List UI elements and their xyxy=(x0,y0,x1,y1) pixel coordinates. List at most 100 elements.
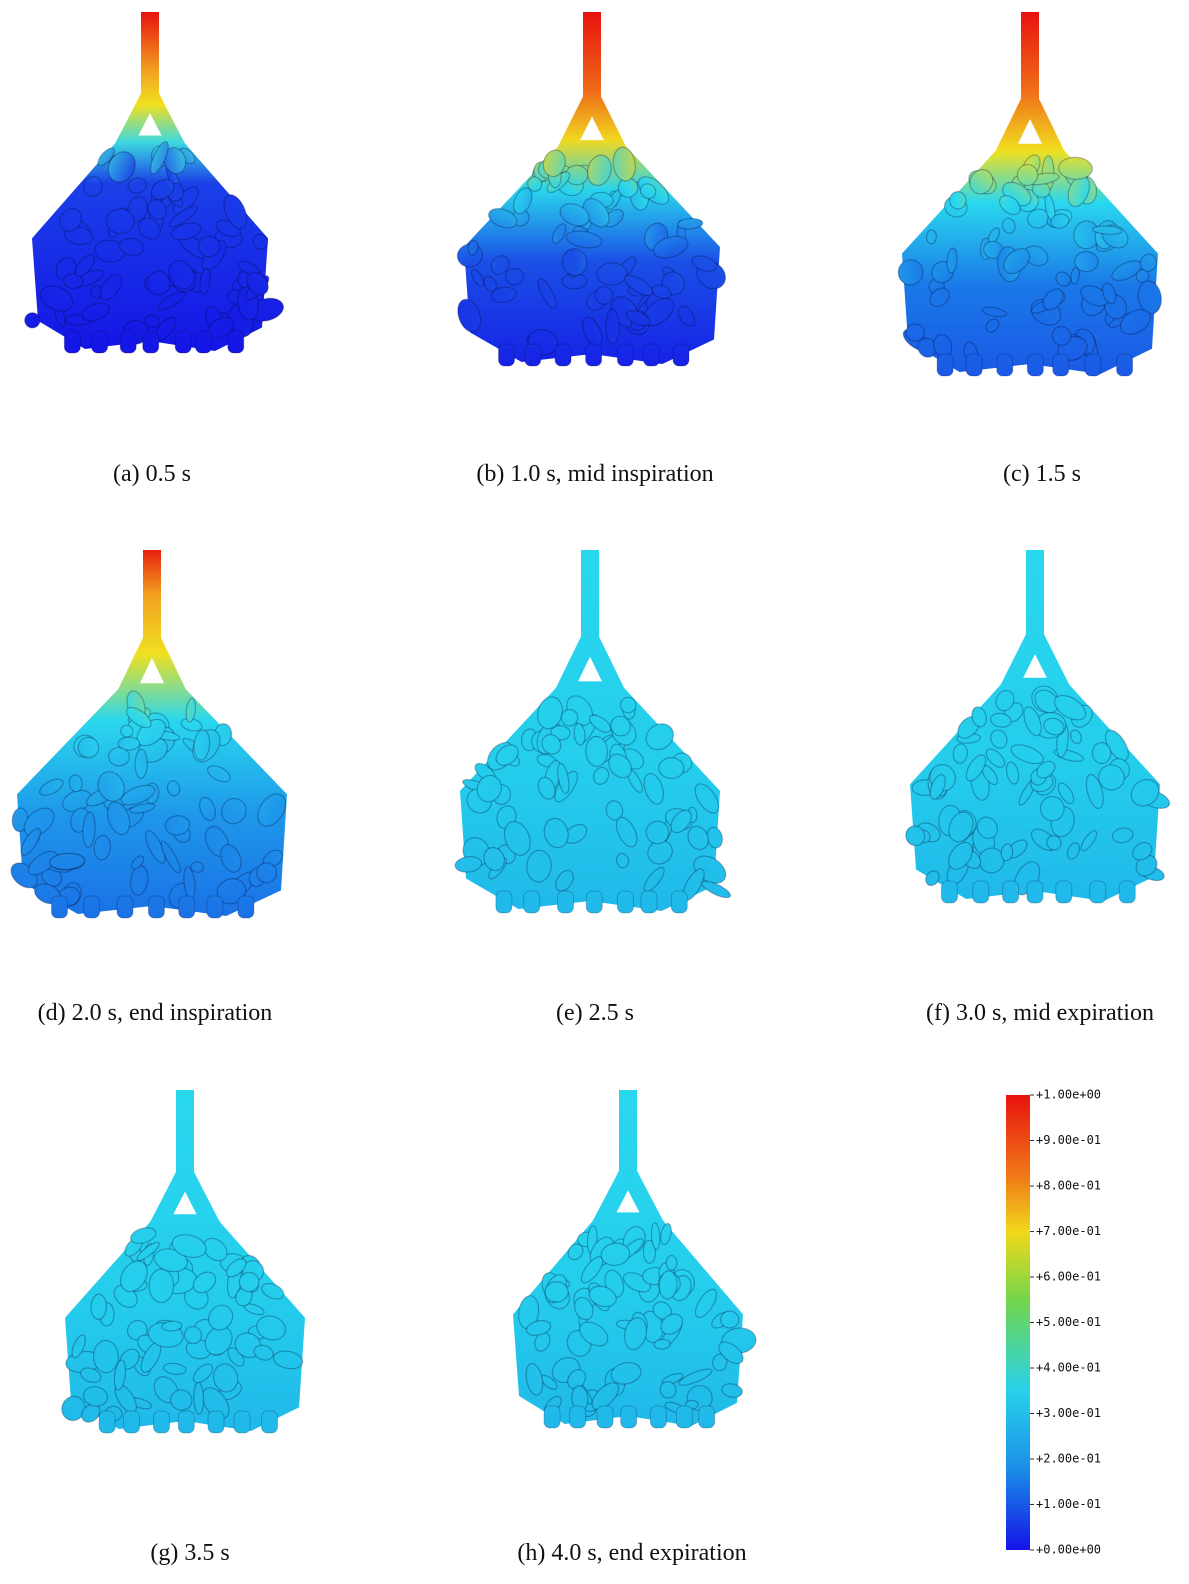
terminal-branch xyxy=(1117,354,1133,376)
caption: (d) 2.0 s, end inspiration xyxy=(38,1000,273,1026)
bronchus xyxy=(949,191,966,209)
caption: (c) 1.5 s xyxy=(1003,461,1081,487)
airway-tree xyxy=(6,550,291,918)
terminal-branch xyxy=(175,331,191,353)
terminal-branch xyxy=(1053,354,1069,376)
terminal-branch xyxy=(234,1411,250,1433)
bronchus xyxy=(1074,251,1098,272)
terminal-branch xyxy=(586,891,602,913)
terminal-branch xyxy=(178,1411,194,1433)
terminal-branch xyxy=(644,344,660,366)
terminal-branch xyxy=(179,896,195,918)
bronchus xyxy=(193,1382,204,1414)
bronchus xyxy=(597,263,628,286)
terminal-branch xyxy=(973,881,989,903)
colorbar-tick-label: +8.00e-01 xyxy=(1036,1179,1101,1193)
trunk xyxy=(581,550,599,642)
terminal-branch xyxy=(1090,881,1106,903)
terminal-branch xyxy=(524,891,540,913)
trunk xyxy=(583,12,601,101)
terminal-branch xyxy=(570,1406,586,1428)
bronchus xyxy=(135,749,148,778)
terminal-branch xyxy=(496,891,512,913)
terminal-branch xyxy=(1119,881,1135,903)
terminal-branch xyxy=(1027,354,1043,376)
bronchus xyxy=(149,1269,174,1303)
terminal-branch xyxy=(143,331,159,353)
terminal-branch xyxy=(120,331,136,353)
terminal-branch xyxy=(650,1406,666,1428)
panels xyxy=(6,12,1172,1433)
terminal-branch xyxy=(499,344,515,366)
terminal-branch xyxy=(148,896,164,918)
caption: (h) 4.0 s, end expiration xyxy=(517,1540,746,1566)
colorbar-tick-label: +3.00e-01 xyxy=(1036,1406,1101,1420)
terminal-branch xyxy=(617,344,633,366)
terminal-branch xyxy=(84,896,100,918)
airway-tree xyxy=(58,1090,305,1433)
terminal-branch xyxy=(1027,881,1043,903)
terminal-branch xyxy=(621,1406,637,1428)
terminal-branch xyxy=(941,881,957,903)
terminal-branch xyxy=(154,1411,170,1433)
bronchus xyxy=(545,1281,569,1302)
airway-tree xyxy=(902,550,1172,903)
terminal-branch xyxy=(99,1411,115,1433)
colorbar-tick-label: +0.00e+00 xyxy=(1036,1543,1101,1557)
trunk xyxy=(143,550,161,643)
colorbar-tick-label: +1.00e+00 xyxy=(1036,1088,1101,1102)
bronchus xyxy=(666,1256,677,1271)
trunk xyxy=(176,1090,194,1177)
colorbar-tick-label: +2.00e-01 xyxy=(1036,1452,1101,1466)
terminal-branch xyxy=(228,331,244,353)
terminal-branch xyxy=(997,354,1013,376)
bronchus xyxy=(720,1311,738,1328)
colorbar xyxy=(1006,1095,1030,1550)
bronchus xyxy=(93,1340,118,1373)
terminal-branch xyxy=(196,331,212,353)
bronchus xyxy=(898,259,924,285)
caption: (e) 2.5 s xyxy=(556,1000,634,1026)
bronchus xyxy=(24,312,40,328)
bronchus xyxy=(118,737,139,750)
colorbar-tick-label: +9.00e-01 xyxy=(1036,1133,1101,1147)
terminal-branch xyxy=(544,1406,560,1428)
trunk xyxy=(1021,12,1039,104)
bronchus xyxy=(585,736,608,767)
terminal-branch xyxy=(525,344,541,366)
terminal-branch xyxy=(1003,881,1019,903)
colorbar-tick-label: +6.00e-01 xyxy=(1036,1270,1101,1284)
airway-tree xyxy=(454,12,731,366)
caption: (g) 3.5 s xyxy=(150,1540,229,1566)
bronchus xyxy=(1017,164,1038,186)
trunk xyxy=(141,12,159,98)
terminal-branch xyxy=(676,1406,692,1428)
bronchus xyxy=(659,757,685,779)
trunk xyxy=(1026,550,1044,639)
colorbar-tick-label: +1.00e-01 xyxy=(1036,1497,1101,1511)
terminal-branch xyxy=(597,1406,613,1428)
terminal-branch xyxy=(1056,881,1072,903)
terminal-branch xyxy=(617,891,633,913)
terminal-branch xyxy=(51,896,67,918)
bronchus xyxy=(606,309,620,344)
terminal-branch xyxy=(124,1411,140,1433)
airway-tree xyxy=(454,550,732,913)
terminal-branch xyxy=(671,891,687,913)
terminal-branch xyxy=(699,1406,715,1428)
terminal-branch xyxy=(641,891,657,913)
terminal-branch xyxy=(117,896,133,918)
bronchus xyxy=(654,1339,671,1350)
caption: (f) 3.0 s, mid expiration xyxy=(926,1000,1154,1026)
caption: (b) 1.0 s, mid inspiration xyxy=(476,461,713,487)
terminal-branch xyxy=(586,344,602,366)
terminal-branch xyxy=(207,896,223,918)
terminal-branch xyxy=(1085,354,1101,376)
colorbar-tick-label: +5.00e-01 xyxy=(1036,1315,1101,1329)
trunk xyxy=(619,1090,637,1176)
bronchus xyxy=(106,208,135,234)
colorbar-ticks: +1.00e+00+9.00e-01+8.00e-01+7.00e-01+6.0… xyxy=(1030,1088,1101,1557)
caption: (a) 0.5 s xyxy=(113,461,191,487)
terminal-branch xyxy=(238,896,254,918)
figure: (a) 0.5 s (b) 1.0 s, mid inspiration (c)… xyxy=(0,0,1189,1584)
